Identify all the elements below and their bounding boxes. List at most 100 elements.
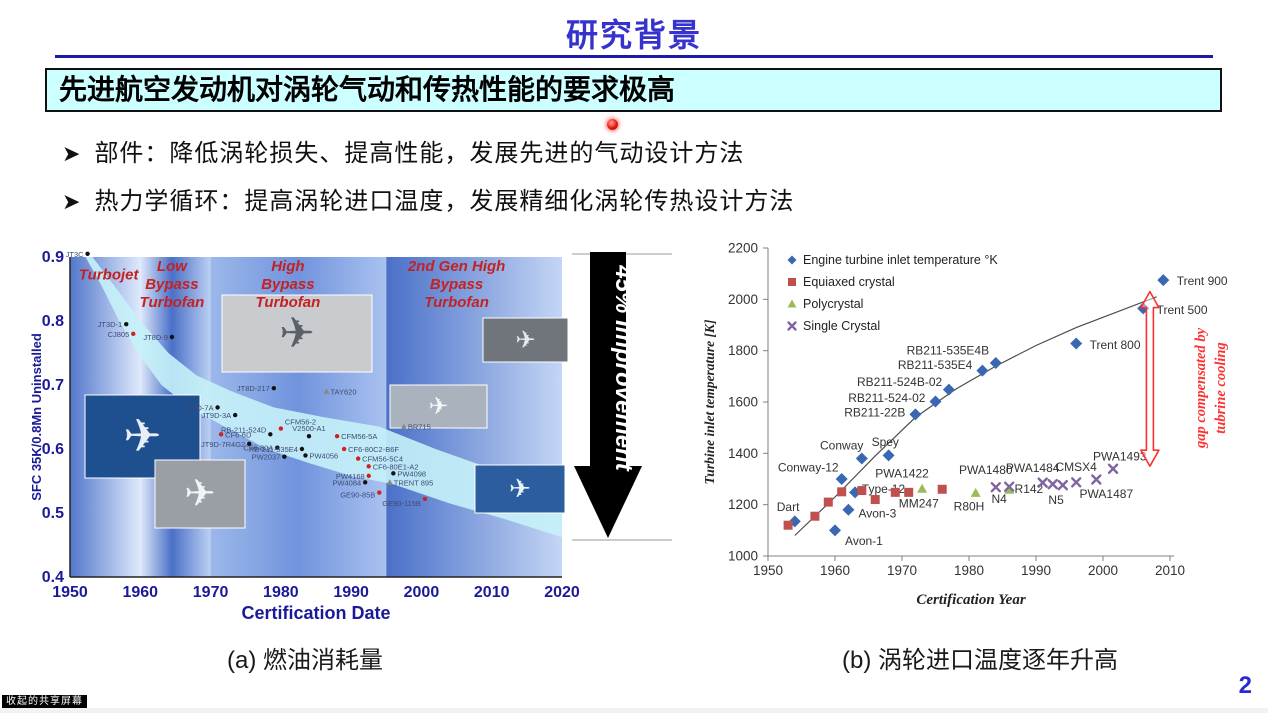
svg-text:tubrine cooling: tubrine cooling xyxy=(1213,342,1229,433)
svg-text:RB211-524-02: RB211-524-02 xyxy=(848,391,925,405)
svg-text:Turbine inlet temperature [K]: Turbine inlet temperature [K] xyxy=(702,319,717,484)
svg-text:1990: 1990 xyxy=(1021,563,1051,578)
aircraft-photo xyxy=(154,459,246,529)
svg-text:✈: ✈ xyxy=(515,327,535,354)
svg-text:2nd Gen High: 2nd Gen High xyxy=(407,258,506,275)
svg-text:Trent 500: Trent 500 xyxy=(1157,303,1208,317)
svg-text:✈: ✈ xyxy=(429,394,449,420)
svg-text:2000: 2000 xyxy=(404,584,440,601)
page-title: 研究背景 xyxy=(565,17,702,53)
caption-turbine-temperature: (b) 涡轮进口温度逐年升高 xyxy=(842,647,1118,674)
svg-text:JT3D-1: JT3D-1 xyxy=(98,320,123,329)
svg-text:PW2037: PW2037 xyxy=(252,453,281,462)
svg-text:Equiaxed crystal: Equiaxed crystal xyxy=(803,275,895,289)
svg-text:V2500-A1: V2500-A1 xyxy=(292,424,325,433)
svg-text:0.5: 0.5 xyxy=(42,505,64,522)
svg-text:0.6: 0.6 xyxy=(42,441,64,458)
svg-text:✈: ✈ xyxy=(279,309,314,356)
svg-text:PWA1480: PWA1480 xyxy=(959,463,1013,477)
svg-text:JT8D-217: JT8D-217 xyxy=(237,384,270,393)
svg-text:1600: 1600 xyxy=(728,395,758,410)
svg-text:RB211-535E4: RB211-535E4 xyxy=(898,358,973,372)
svg-text:N4: N4 xyxy=(991,492,1007,506)
svg-text:Trent 800: Trent 800 xyxy=(1090,338,1141,352)
svg-text:GE90-85B: GE90-85B xyxy=(340,491,375,500)
svg-text:1200: 1200 xyxy=(728,497,758,512)
svg-text:1980: 1980 xyxy=(263,584,299,601)
svg-text:TAY620: TAY620 xyxy=(331,387,357,396)
svg-text:1950: 1950 xyxy=(753,563,783,578)
svg-text:Certification Year: Certification Year xyxy=(916,592,1025,608)
svg-text:Certification Date: Certification Date xyxy=(241,603,390,623)
svg-text:R142: R142 xyxy=(1015,482,1044,496)
svg-text:CJ805: CJ805 xyxy=(108,330,130,339)
svg-text:0.7: 0.7 xyxy=(42,377,64,394)
bullet-list: ➤ 部件：降低涡轮损失、提高性能，发展先进的气动设计方法 ➤ 热力学循环：提高涡… xyxy=(62,138,794,234)
arrow-bullet-icon: ➤ xyxy=(62,189,81,214)
svg-text:CF6-80E1-A2: CF6-80E1-A2 xyxy=(373,462,419,471)
svg-text:✈: ✈ xyxy=(509,474,531,504)
svg-text:Conway-12: Conway-12 xyxy=(778,460,839,474)
svg-text:PW4098: PW4098 xyxy=(397,469,426,478)
svg-text:RB-211-535E4: RB-211-535E4 xyxy=(249,445,298,454)
svg-text:Avon-3: Avon-3 xyxy=(858,506,896,520)
bullet-item: ➤ 热力学循环：提高涡轮进口温度，发展精细化涡轮传热设计方法 xyxy=(62,186,794,218)
svg-text:Low: Low xyxy=(157,258,188,275)
svg-text:Engine turbine inlet temperatu: Engine turbine inlet temperature °K xyxy=(803,253,998,267)
svg-text:2000: 2000 xyxy=(1088,563,1118,578)
svg-text:PW4056: PW4056 xyxy=(309,451,338,460)
aircraft-photo xyxy=(482,317,569,363)
svg-text:0.9: 0.9 xyxy=(42,249,64,266)
caption-fuel-consumption: (a) 燃油消耗量 xyxy=(227,647,383,674)
svg-text:0.4: 0.4 xyxy=(42,569,64,586)
svg-text:JT9D-3A: JT9D-3A xyxy=(202,411,232,420)
svg-text:Spey: Spey xyxy=(872,435,899,449)
svg-text:PW4168: PW4168 xyxy=(336,472,365,481)
fuel-consumption-chart: ✈✈✈✈✈✈Turbojet LowBypassTurbofanHighBypas… xyxy=(30,249,580,623)
svg-text:CF6-80C2-B6F: CF6-80C2-B6F xyxy=(348,445,399,454)
svg-text:CFM56-2: CFM56-2 xyxy=(285,418,316,427)
svg-text:2200: 2200 xyxy=(728,241,758,256)
svg-text:0.8: 0.8 xyxy=(42,313,64,330)
aircraft-photo xyxy=(389,384,488,429)
improvement-arrow: 45% Improvement xyxy=(572,252,672,541)
svg-text:PWA1487: PWA1487 xyxy=(1080,487,1134,501)
svg-text:1800: 1800 xyxy=(728,343,758,358)
svg-text:CF6-6D: CF6-6D xyxy=(225,430,252,439)
svg-text:N5: N5 xyxy=(1048,493,1064,507)
svg-text:1960: 1960 xyxy=(820,563,850,578)
svg-text:1970: 1970 xyxy=(887,563,917,578)
arrow-bullet-icon: ➤ xyxy=(62,141,81,166)
svg-text:CFM56-5C4: CFM56-5C4 xyxy=(362,455,403,464)
svg-text:1990: 1990 xyxy=(333,584,369,601)
svg-text:CMSX4: CMSX4 xyxy=(1056,460,1098,474)
svg-text:BR715: BR715 xyxy=(408,423,431,432)
svg-text:Bypass: Bypass xyxy=(430,276,483,293)
svg-text:R80H: R80H xyxy=(954,500,985,514)
svg-text:1000: 1000 xyxy=(728,549,758,564)
laser-pointer-dot xyxy=(607,119,618,130)
svg-text:SFC 35K/0.8Mn Uninstalled: SFC 35K/0.8Mn Uninstalled xyxy=(30,333,44,501)
svg-text:Turbojet: Turbojet xyxy=(79,266,140,283)
svg-text:Conway: Conway xyxy=(820,439,863,453)
svg-text:CF6-80A: CF6-80A xyxy=(243,444,273,453)
svg-text:MM247: MM247 xyxy=(899,496,939,510)
svg-text:2010: 2010 xyxy=(1155,563,1185,578)
bullet-text: 热力学循环：提高涡轮进口温度，发展精细化涡轮传热设计方法 xyxy=(94,188,795,215)
bullet-text: 部件：降低涡轮损失、提高性能，发展先进的气动设计方法 xyxy=(94,140,745,167)
svg-text:1970: 1970 xyxy=(193,584,229,601)
screen-share-badge[interactable]: 收起的共享屏幕 xyxy=(2,695,87,708)
svg-text:✈: ✈ xyxy=(123,410,161,461)
svg-text:Trent 900: Trent 900 xyxy=(1177,274,1228,288)
svg-text:2010: 2010 xyxy=(474,584,510,601)
svg-text:PWA1493: PWA1493 xyxy=(1093,449,1147,463)
svg-text:PW4084: PW4084 xyxy=(332,478,361,487)
svg-text:JT8D-9: JT8D-9 xyxy=(143,333,168,342)
svg-text:Turbofan: Turbofan xyxy=(140,294,205,311)
turbine-inlet-temperature-chart: 1000 1200 1400 1600 1800 2000 2200 1950 1960 1970… xyxy=(702,241,1229,609)
page-number: 2 xyxy=(1238,672,1252,699)
svg-text:✈: ✈ xyxy=(184,472,215,514)
svg-text:RB211-524B-02: RB211-524B-02 xyxy=(857,375,942,389)
svg-text:2000: 2000 xyxy=(728,292,758,307)
